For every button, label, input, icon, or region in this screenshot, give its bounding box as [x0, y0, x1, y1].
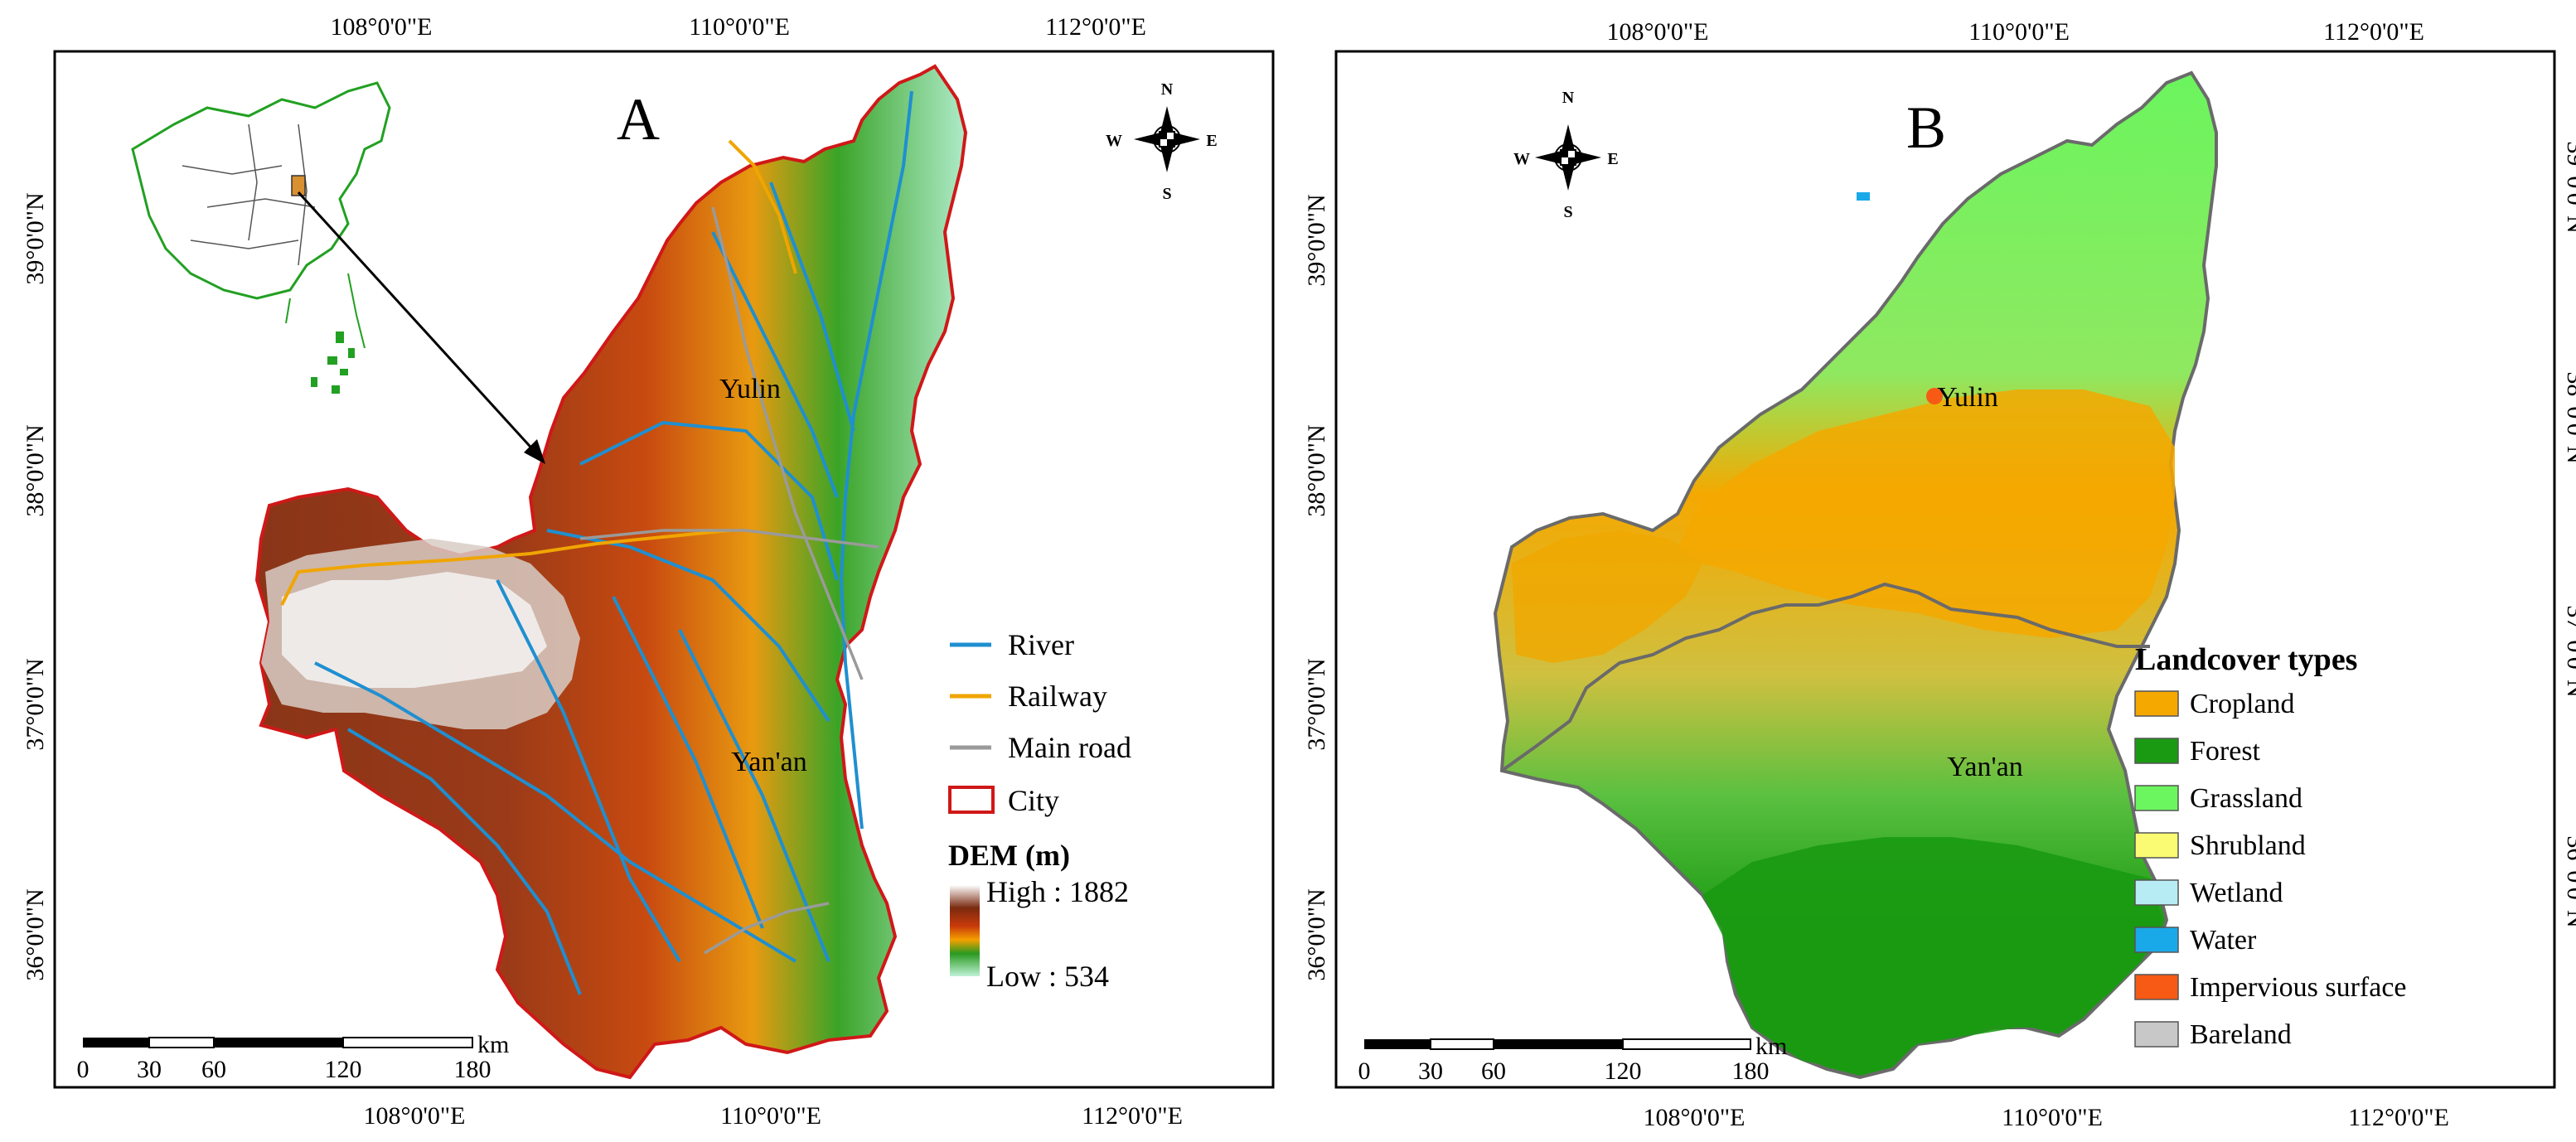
- legend-swatch-bareland: [2134, 1021, 2179, 1048]
- city-label-yanan-a: Yan'an: [731, 747, 806, 777]
- legend-swatch-grassland: [2134, 785, 2179, 811]
- water-patch: [1857, 192, 1870, 201]
- scale-a-unit: km: [477, 1031, 509, 1058]
- legend-label-water: Water: [2190, 925, 2257, 956]
- legend-swatch-water: [2134, 927, 2179, 953]
- scale-a-tick-0: 0: [77, 1056, 90, 1083]
- b-right-lat-37: 37°0'0"N: [2562, 605, 2576, 697]
- b-left-lat-39: 39°0'0"N: [1303, 194, 1330, 286]
- legend-b-title: Landcover types: [2135, 642, 2357, 677]
- scale-b-tick-180: 180: [1732, 1057, 1770, 1085]
- b-left-lat-36: 36°0'0"N: [1303, 888, 1330, 980]
- compass-s-b: S: [1563, 203, 1572, 221]
- cropland-zone: [1678, 390, 2175, 638]
- urban-patch-yulin: [1926, 388, 1943, 404]
- compass-s-a: S: [1162, 185, 1171, 203]
- scale-b-tick-60: 60: [1481, 1057, 1506, 1085]
- legend-road-label: Main road: [1008, 731, 1131, 764]
- highland-core: [282, 572, 547, 688]
- compass-w-b: W: [1513, 150, 1530, 168]
- b-right-lat-39: 39°0'0"N: [2562, 141, 2576, 233]
- a-top-lon-112: 112°0'0"E: [1045, 13, 1146, 41]
- a-left-lat-36: 36°0'0"N: [22, 888, 49, 980]
- scale-b-unit: km: [1755, 1033, 1787, 1060]
- b-top-lon-112: 112°0'0"E: [2323, 18, 2424, 46]
- railway-lines: [280, 139, 797, 606]
- compass-n-b: N: [1562, 89, 1575, 107]
- compass-e-b: E: [1607, 150, 1618, 168]
- legend-dem-title: DEM (m): [948, 839, 1070, 872]
- legend-swatch-forest: [2134, 738, 2179, 764]
- scale-b-tick-120: 120: [1605, 1057, 1642, 1085]
- scale-bar-b: [1364, 1038, 1751, 1050]
- b-top-lon-108: 108°0'0"E: [1607, 18, 1709, 46]
- road-lines: [579, 206, 879, 955]
- legend-dem-ramp: [950, 885, 980, 976]
- a-bottom-lon-112: 112°0'0"E: [1082, 1102, 1183, 1130]
- compass-rose-b: [1535, 124, 1601, 191]
- b-bottom-lon-112: 112°0'0"E: [2348, 1104, 2449, 1131]
- scale-b-tick-30: 30: [1418, 1057, 1443, 1085]
- panel-letter-b: B: [1906, 94, 1946, 161]
- legend-label-forest: Forest: [2190, 736, 2261, 767]
- legend-dem-high: High : 1882: [986, 875, 1129, 908]
- legend-label-grassland: Grassland: [2190, 783, 2302, 814]
- legend-label-impervious-surface: Impervious surface: [2190, 972, 2407, 1003]
- a-left-lat-38: 38°0'0"N: [22, 424, 49, 516]
- legend-swatch-shrubland: [2134, 832, 2179, 859]
- cropland-west: [1512, 530, 1702, 663]
- b-bottom-lon-110: 110°0'0"E: [2002, 1104, 2103, 1131]
- study-area-dem: [254, 64, 968, 1080]
- legend-city-label: City: [1008, 784, 1059, 817]
- legend-b: Cropland Forest Grassland Shrubland Wetland W…: [2134, 689, 2407, 1050]
- china-inset-map: [131, 81, 391, 394]
- b-right-lat-38: 38°0'0"N: [2562, 371, 2576, 463]
- b-left-lat-37: 37°0'0"N: [1303, 658, 1330, 750]
- legend-label-bareland: Bareland: [2190, 1019, 2292, 1050]
- b-bottom-lon-108: 108°0'0"E: [1644, 1104, 1746, 1131]
- b-top-lon-110: 110°0'0"E: [1968, 18, 2070, 46]
- a-left-lat-37: 37°0'0"N: [22, 658, 49, 750]
- city-label-yulin-b: Yulin: [1937, 382, 1998, 413]
- scale-a-tick-120: 120: [325, 1056, 362, 1083]
- panel-a-svg: N S E W A Yulin Yan'an River Railway Mai…: [22, 13, 1275, 1130]
- legend-a: [948, 642, 995, 976]
- a-bottom-lon-108: 108°0'0"E: [364, 1102, 466, 1130]
- legend-railway-label: Railway: [1008, 680, 1107, 713]
- scale-a-tick-180: 180: [454, 1056, 491, 1083]
- a-top-lon-110: 110°0'0"E: [689, 13, 790, 41]
- inset-arrow-line: [297, 191, 539, 456]
- compass-e-a: E: [1206, 132, 1217, 150]
- legend-dem-low: Low : 534: [986, 960, 1109, 993]
- legend-river-label: River: [1008, 628, 1074, 661]
- legend-swatch-impervious-surface: [2134, 974, 2179, 1000]
- scale-a-tick-30: 30: [137, 1056, 162, 1083]
- internal-boundary: [1500, 582, 2150, 772]
- scale-a-tick-60: 60: [201, 1056, 226, 1083]
- panel-a-dem-map: N S E W A Yulin Yan'an River Railway Mai…: [22, 13, 1275, 1130]
- a-top-lon-108: 108°0'0"E: [331, 13, 433, 41]
- legend-label-wetland: Wetland: [2190, 878, 2283, 908]
- b-left-lat-38: 38°0'0"N: [1303, 424, 1330, 516]
- city-label-yanan-b: Yan'an: [1947, 752, 2022, 782]
- legend-city-swatch: [948, 786, 995, 814]
- b-right-lat-36: 36°0'0"N: [2562, 835, 2576, 927]
- compass-rose-a: [1134, 106, 1200, 172]
- inset-arrow-head: [524, 439, 545, 464]
- forest-zone: [1702, 837, 2162, 1073]
- compass-w-a: W: [1106, 132, 1122, 150]
- city-label-yulin-a: Yulin: [719, 374, 781, 404]
- scale-b-tick-0: 0: [1358, 1057, 1371, 1085]
- legend-label-shrubland: Shrubland: [2190, 830, 2306, 861]
- legend-swatch-cropland: [2134, 690, 2179, 717]
- legend-swatch-wetland: [2134, 879, 2179, 906]
- scale-bar-a: [83, 1037, 473, 1048]
- compass-n-a: N: [1161, 80, 1174, 99]
- a-left-lat-39: 39°0'0"N: [22, 192, 49, 284]
- legend-label-cropland: Cropland: [2190, 689, 2295, 719]
- panel-b-svg: N S E W B Yulin Yan'an Landcover types C…: [1303, 18, 2576, 1131]
- panel-b-landcover-map: N S E W B Yulin Yan'an Landcover types C…: [1288, 0, 2576, 1142]
- a-bottom-lon-110: 110°0'0"E: [720, 1102, 821, 1130]
- panel-letter-a: A: [617, 86, 660, 152]
